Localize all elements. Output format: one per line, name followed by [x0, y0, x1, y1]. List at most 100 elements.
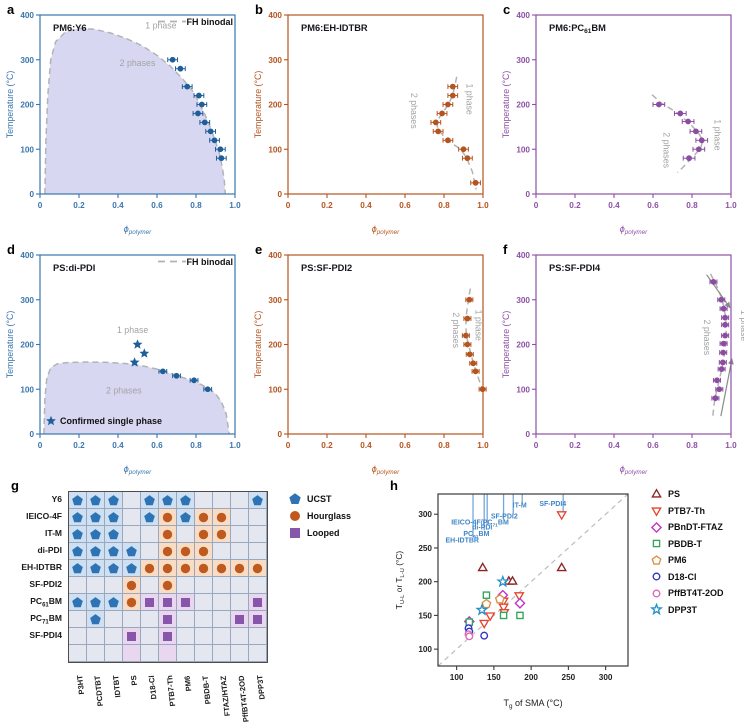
y-tick-label: 200	[20, 341, 34, 350]
panel-letter-a: a	[7, 2, 15, 17]
x-tick-label: 0.4	[608, 201, 620, 210]
matrix-cell	[69, 628, 87, 645]
x-tick-label: 0.2	[73, 201, 85, 210]
looped-marker	[163, 614, 172, 624]
matrix-cell	[87, 492, 105, 509]
data-point	[205, 128, 216, 135]
data-point	[465, 296, 474, 303]
data-point	[465, 351, 474, 358]
matrix-cell	[141, 560, 159, 577]
matrix-cell	[213, 645, 231, 662]
legend-single-phase-label: Confirmed single phase	[60, 416, 162, 426]
circle-marker	[652, 589, 661, 598]
triangle-down-marker	[513, 592, 525, 602]
x-tick-label: 1.0	[725, 441, 737, 450]
x-tick-label: 0.4	[360, 441, 372, 450]
y-tick-label: 400	[20, 11, 34, 20]
single-phase-star	[129, 357, 140, 367]
matrix-cell	[141, 492, 159, 509]
x-axis-label: ϕpolymer	[124, 224, 152, 236]
matrix-cell	[195, 560, 213, 577]
matrix-cell	[213, 526, 231, 543]
phase-annotation: 1 phase	[739, 310, 744, 341]
looped-legend-icon	[290, 527, 300, 538]
y-tick-label: 100	[20, 145, 34, 154]
matrix-cell	[195, 526, 213, 543]
panel-letter-d: d	[7, 242, 15, 257]
plot-title: PM6:PC61BM	[549, 23, 606, 35]
matrix-col-label: IDTBT	[110, 675, 123, 699]
y-axis-label: Temperature (°C)	[253, 71, 263, 139]
y-tick-label: 250	[418, 544, 432, 553]
matrix-cell	[123, 611, 141, 628]
matrix-cell	[231, 628, 249, 645]
tg-marker-label: di-PDI	[472, 525, 492, 532]
matrix-cell	[231, 509, 249, 526]
matrix-cell	[177, 492, 195, 509]
matrix-cell	[249, 645, 267, 662]
matrix-cell	[231, 560, 249, 577]
tg-marker-label: IT-M	[513, 502, 527, 509]
triangle-up-marker	[477, 562, 489, 572]
data-point	[721, 332, 730, 339]
data-point	[470, 179, 481, 186]
ucst-marker	[126, 562, 137, 573]
ucst-marker	[72, 511, 83, 522]
matrix-cell	[213, 577, 231, 594]
hourglass-marker	[162, 529, 173, 539]
y-tick-label: 100	[268, 385, 282, 394]
matrix-cell	[141, 611, 159, 628]
matrix-row-labels: Y6 IEICO-4F IT-M di-PDI EH-IDTBR SF-PDI2 PC61B…	[6, 491, 68, 663]
matrix-cell	[213, 611, 231, 628]
data-point	[717, 366, 726, 373]
y-tick-label: 200	[20, 101, 34, 110]
hourglass-marker	[198, 512, 209, 522]
matrix-cell	[195, 509, 213, 526]
panel-letter-h: h	[390, 478, 398, 493]
ucst-marker	[90, 613, 101, 624]
legend-fh-binodal-label: FH binodal	[187, 17, 234, 27]
data-point	[719, 340, 728, 347]
phase-annotation: 2 phases	[120, 58, 156, 68]
legend-item-pbndt-ftaz: PBnDT-FTAZ	[650, 519, 724, 536]
y-axis-label: Temperature (°C)	[501, 311, 511, 379]
y-tick-label: 100	[516, 385, 530, 394]
data-point	[463, 341, 472, 348]
x-tick-label: 0.2	[569, 201, 581, 210]
phase-annotation: 1 phase	[117, 325, 148, 335]
x-tick-label: 0.6	[399, 441, 411, 450]
matrix-col-label: PTB7-Th	[164, 675, 178, 708]
x-tick-label: 0.2	[73, 441, 85, 450]
matrix-cell	[87, 577, 105, 594]
matrix-cell	[123, 560, 141, 577]
x-tick-label: 1.0	[229, 201, 241, 210]
matrix-cell	[69, 492, 87, 509]
matrix-cells	[68, 491, 268, 663]
matrix-cell	[69, 645, 87, 662]
hourglass-marker	[216, 529, 227, 539]
matrix-cell	[177, 509, 195, 526]
hourglass-marker	[198, 529, 209, 539]
matrix-cell	[87, 611, 105, 628]
matrix-cell	[105, 577, 123, 594]
phase-annotation: 2 phases	[106, 386, 142, 396]
circle-marker	[652, 572, 661, 581]
matrix-cell	[231, 594, 249, 611]
x-tick-label: 0.8	[438, 441, 450, 450]
matrix-cell	[249, 628, 267, 645]
matrix-cell	[123, 526, 141, 543]
panel-a: a 0 0.2 0.4 0.6 0.8 1.0 0 100 200 300 400 ϕpolymer T…	[2, 2, 248, 238]
data-point	[432, 128, 444, 135]
matrix-cell	[159, 543, 177, 560]
legend-item-ptb7-th: PTB7-Th	[650, 503, 724, 520]
matrix-col-labels: P3HT PCDTBT IDTBT PS D18-Cl PTB7-Th PM6 PBDB-T F…	[68, 665, 267, 723]
matrix-cell	[177, 526, 195, 543]
matrix-cell	[87, 645, 105, 662]
looped-marker	[181, 597, 190, 607]
hourglass-marker	[126, 580, 137, 590]
tg-marker-label: IEICO-4F/PC71BM	[451, 519, 509, 528]
matrix-cell	[105, 628, 123, 645]
matrix-cell	[69, 509, 87, 526]
matrix-cell	[141, 577, 159, 594]
data-point	[709, 278, 718, 285]
